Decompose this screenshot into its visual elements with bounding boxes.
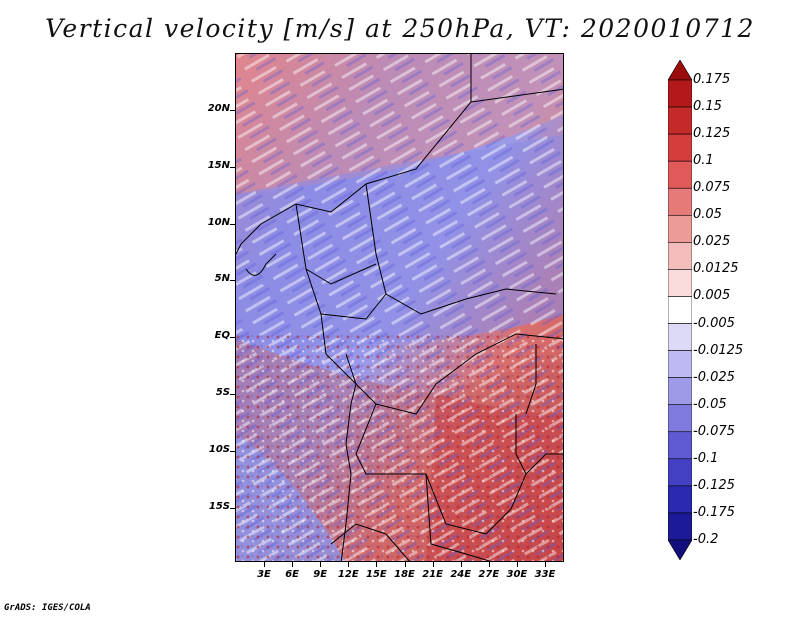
- colorbar-swatch: [668, 323, 692, 351]
- lat-tick: [230, 450, 235, 452]
- colorbar-label: -0.0125: [693, 342, 744, 358]
- colorbar-label: 0.125: [693, 126, 731, 142]
- colorbar-swatch: [668, 485, 692, 514]
- lat-label: 10N: [207, 216, 230, 228]
- colorbar-swatch: [668, 539, 692, 560]
- lon-tick: [292, 562, 294, 567]
- lon-label: 30E: [506, 569, 528, 580]
- colorbar-swatch: [668, 269, 692, 297]
- colorbar-swatch: [668, 160, 692, 189]
- colorbar-label: -0.175: [693, 504, 735, 520]
- lon-label: 21E: [422, 569, 443, 580]
- colorbar-label: 0.025: [693, 234, 731, 250]
- colorbar-label: 0.15: [693, 99, 722, 115]
- colorbar-label: 0.005: [693, 288, 731, 304]
- colorbar-swatch: [668, 214, 692, 243]
- colorbar-swatch: [668, 512, 692, 541]
- colorbar-swatch: [668, 79, 692, 108]
- lon-label: 18E: [394, 569, 415, 580]
- colorbar-label: 0.175: [693, 72, 731, 87]
- lat-tick: [230, 166, 235, 168]
- lon-tick: [516, 562, 518, 567]
- colorbar-label: 0.05: [693, 207, 722, 223]
- colorbar-label: -0.025: [693, 369, 735, 385]
- colorbar-swatch: [668, 377, 692, 406]
- colorbar-label: -0.125: [693, 477, 735, 493]
- velocity-field: [236, 54, 563, 561]
- lat-label: 5N: [214, 273, 230, 285]
- colorbar-label: -0.2: [693, 532, 719, 547]
- credit-text: GrADS: IGES/COLA: [4, 603, 91, 613]
- lon-tick: [376, 562, 378, 567]
- colorbar-swatch: [668, 133, 692, 162]
- lon-tick: [320, 562, 322, 567]
- lat-tick: [230, 223, 235, 225]
- colorbar-swatch: [668, 106, 692, 135]
- lon-tick: [460, 562, 462, 567]
- colorbar-swatch: [668, 242, 692, 270]
- chart-title: Vertical velocity [m/s] at 250hPa, VT: 2…: [45, 14, 755, 43]
- colorbar-swatch: [668, 404, 692, 433]
- lon-label: 27E: [478, 569, 500, 580]
- lon-tick: [545, 562, 546, 567]
- lon-label: 24E: [450, 569, 472, 580]
- colorbar-label: -0.1: [693, 450, 719, 466]
- colorbar: [668, 60, 692, 560]
- lat-label: 5S: [215, 387, 230, 398]
- colorbar-swatch: [668, 60, 692, 81]
- lon-label: 33E: [534, 569, 556, 580]
- map-panel: [235, 53, 564, 562]
- lat-tick: [230, 337, 235, 339]
- lon-tick: [404, 562, 406, 567]
- lon-tick: [264, 562, 265, 567]
- colorbar-label: -0.075: [693, 423, 735, 439]
- lat-label: 15S: [208, 500, 230, 512]
- lon-label: 15E: [366, 569, 387, 580]
- lat-tick: [230, 394, 235, 395]
- lon-label: 3E: [257, 569, 271, 580]
- colorbar-label: 0.1: [693, 153, 714, 169]
- lon-tick: [348, 562, 350, 567]
- colorbar-label: -0.005: [693, 315, 735, 331]
- lat-tick: [230, 507, 235, 509]
- colorbar-swatch: [668, 458, 692, 487]
- colorbar-label: -0.05: [693, 396, 727, 412]
- colorbar-swatch: [668, 431, 692, 460]
- colorbar-swatch: [668, 187, 692, 216]
- lat-tick: [230, 280, 235, 282]
- lon-label: 12E: [337, 569, 359, 580]
- lat-tick: [230, 110, 235, 111]
- colorbar-swatch: [668, 296, 692, 324]
- colorbar-label: 0.0125: [693, 261, 739, 277]
- colorbar-label: 0.075: [693, 180, 731, 196]
- colorbar-swatch: [668, 350, 692, 378]
- lon-tick: [432, 562, 434, 567]
- lon-label: 6E: [285, 569, 299, 580]
- lat-label: 15N: [207, 159, 230, 171]
- lon-tick: [488, 562, 490, 567]
- lat-label: 10S: [208, 443, 230, 455]
- lat-label: EQ: [214, 330, 230, 342]
- lat-label: 20N: [207, 103, 230, 114]
- lon-label: 9E: [313, 569, 328, 580]
